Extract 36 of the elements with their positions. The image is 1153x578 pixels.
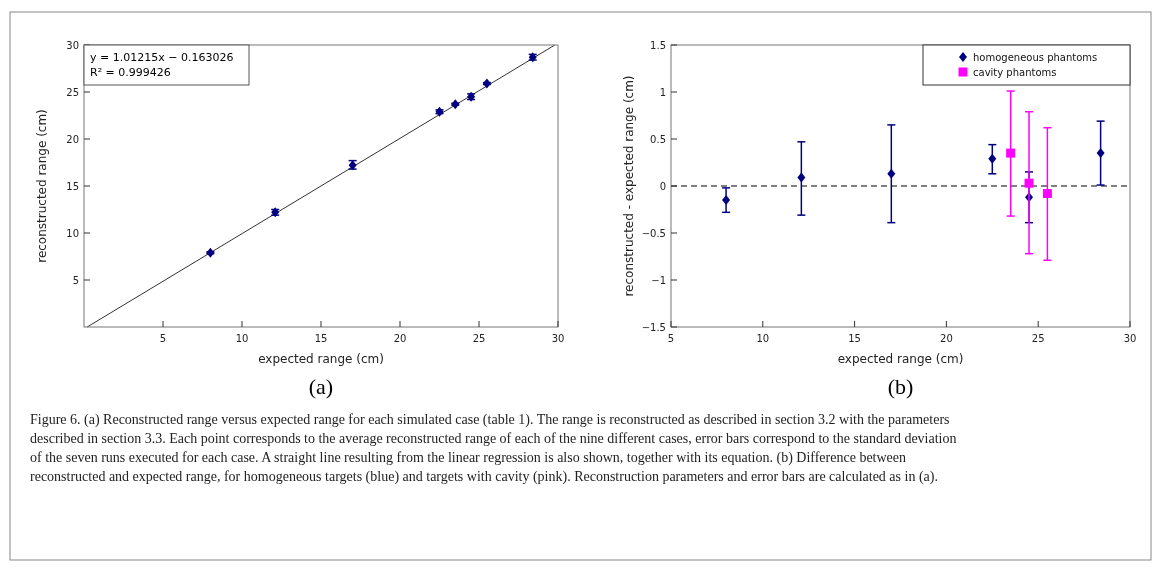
y-tick-label: 1 (659, 86, 666, 98)
y-tick-label: −1.5 (641, 321, 666, 333)
x-tick-label: 30 (1123, 333, 1137, 344)
y-tick-label: 20 (66, 133, 79, 145)
y-tick-label: −0.5 (641, 227, 666, 239)
y-tick-label: 0 (659, 180, 666, 192)
x-tick-label: 10 (756, 333, 770, 344)
annotation: y = 1.01215x − 0.163026 (90, 51, 234, 64)
x-tick-label: 5 (159, 333, 167, 344)
x-axis-title: expected range (cm) (258, 352, 384, 366)
x-tick-label: 20 (940, 333, 953, 344)
x-tick-label: 25 (1031, 333, 1045, 344)
x-tick-label: 5 (667, 333, 675, 344)
y-tick-label: 10 (66, 227, 79, 239)
x-tick-label: 10 (235, 333, 249, 344)
x-tick-label: 25 (472, 333, 486, 344)
y-tick-label: −1 (651, 274, 666, 286)
text: (a) (308, 374, 334, 399)
annotation: R² = 0.999426 (90, 66, 171, 79)
x-tick-label: 15 (314, 333, 328, 344)
caption: Figure 6. (a) Reconstructed range versus expected range for each simulated case (table 1). The range is reconstructed as described in section 3.2 with the parameters described in section 3.3. Each point corresponds to the average reconstructed range of each of the nine different cases, error bars correspond to the standard deviation of the seven runs executed for each case. A straight line resulting from the linear regression is also shown, together with its equation. (b) Difference between reconstructed and expected range, for homogeneous targets (blue) and targets with cavity (pink). Reconstruction parameters and error bars are calculated as in (a). (30, 412, 957, 485)
y-axis-title: reconstructed - expected range (cm) (622, 75, 636, 297)
y-tick-label: 0.5 (650, 133, 666, 145)
y-tick-label: 15 (66, 180, 79, 192)
y-tick-label: 25 (66, 86, 79, 98)
x-tick-label: 20 (393, 333, 407, 344)
y-tick-label: 1.5 (650, 39, 666, 51)
y-tick-label: 5 (72, 274, 79, 286)
y-tick-label: 30 (66, 39, 79, 51)
x-tick-label: 30 (551, 333, 565, 344)
x-tick-label: 15 (848, 333, 861, 344)
legend-label: homogeneous phantoms (973, 52, 1098, 63)
y-axis-title: reconstructed range (cm) (35, 109, 49, 263)
legend-label: cavity phantoms (973, 67, 1057, 78)
text: (b) (887, 374, 914, 399)
x-axis-title: expected range (cm) (837, 352, 964, 366)
